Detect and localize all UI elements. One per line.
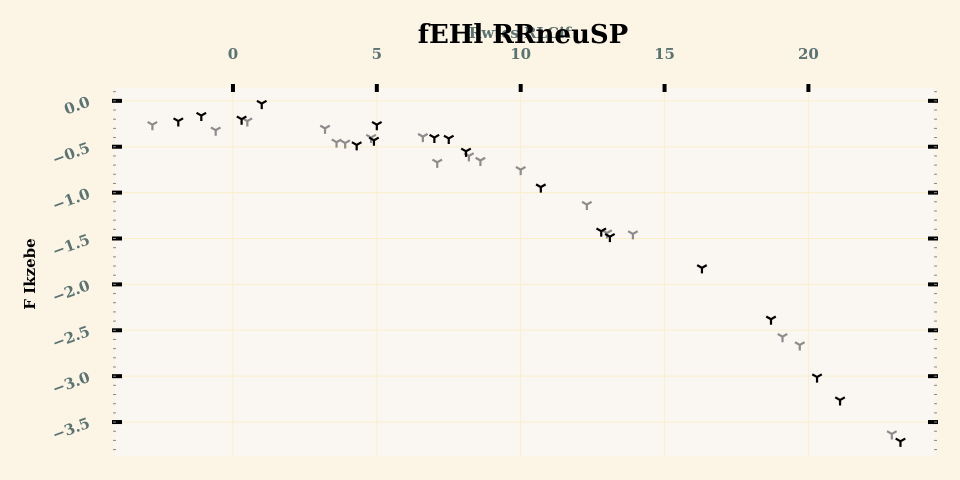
data-point-series-2 (777, 332, 788, 343)
data-point-series-1 (172, 117, 184, 127)
data-point-series-1 (351, 141, 363, 151)
data-point-series-1 (604, 232, 616, 243)
data-point-series-1 (371, 121, 383, 131)
data-point-series-1 (834, 396, 846, 406)
data-point-series-1 (765, 315, 777, 325)
plot-area (115, 88, 935, 456)
x-axis-label: Rwtcs RLCif (469, 24, 573, 42)
data-point-series-1 (443, 134, 455, 144)
data-point-series-1 (195, 111, 207, 122)
data-point-series-2 (319, 124, 331, 134)
y-axis-label: F Ikzebe (21, 238, 39, 309)
data-point-series-1 (595, 227, 607, 237)
data-point-series-1 (535, 183, 547, 193)
data-point-series-2 (339, 139, 351, 149)
data-point-series-2 (886, 430, 898, 440)
data-point-series-2 (331, 138, 342, 148)
x-tick-label: 20 (798, 45, 819, 63)
data-point-series-1 (368, 136, 380, 146)
data-point-series-1 (696, 264, 708, 274)
data-point-series-1 (236, 115, 247, 125)
data-point-series-2 (794, 341, 806, 351)
data-point-series-1 (256, 99, 268, 110)
data-points (147, 99, 906, 447)
data-point-series-2 (475, 156, 486, 166)
data-point-series-2 (210, 126, 222, 136)
grid-lines (115, 88, 935, 456)
data-point-series-2 (515, 165, 527, 176)
data-point-series-1 (895, 437, 906, 447)
x-tick-label: 0 (228, 45, 238, 63)
data-point-series-2 (627, 230, 639, 240)
data-point-series-2 (581, 200, 593, 211)
data-point-series-1 (811, 373, 823, 383)
data-point-series-2 (147, 121, 158, 131)
chart-title: fEHl RRneuSP (418, 20, 628, 50)
x-tick-label: 10 (510, 45, 531, 63)
data-point-series-2 (431, 158, 443, 168)
x-tick-label: 15 (654, 45, 675, 63)
data-point-series-1 (429, 133, 440, 144)
x-tick-label: 5 (372, 45, 382, 63)
data-point-series-2 (417, 132, 429, 143)
data-point-series-1 (460, 147, 472, 157)
